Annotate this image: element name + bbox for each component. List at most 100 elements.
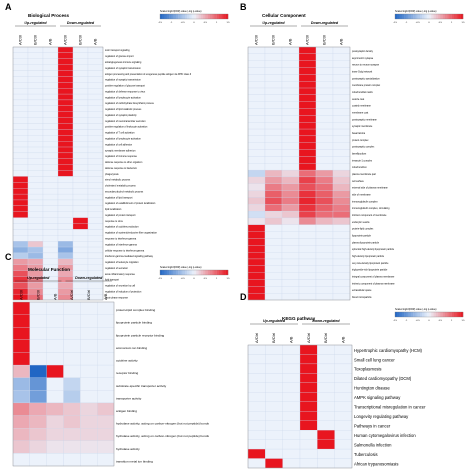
heatmap-cell	[299, 430, 318, 440]
heatmap-cell	[264, 115, 283, 123]
heatmap-cell	[72, 117, 89, 124]
row-label: antiangiogenesis immune signaling	[105, 61, 142, 64]
heatmap-cell	[281, 210, 300, 219]
column-label: A/Ctrl	[63, 35, 68, 45]
legend-swatch	[397, 14, 400, 19]
legend-swatch	[221, 14, 224, 19]
heatmap-cell	[315, 163, 334, 171]
heatmap-cell	[97, 301, 115, 315]
heatmap-cell	[298, 190, 317, 198]
heatmap-cell	[12, 229, 29, 236]
legend-swatch	[447, 14, 450, 19]
heatmap-cell	[27, 235, 44, 242]
heatmap-cell	[247, 46, 266, 54]
row-label: regulation of immune response	[105, 155, 138, 158]
heatmap-cell	[298, 101, 317, 109]
legend-swatch	[180, 270, 183, 275]
heatmap-cell	[27, 129, 44, 136]
heatmap-cell	[247, 149, 266, 157]
heatmap-cell	[42, 76, 59, 83]
heatmap-cell	[72, 158, 89, 165]
heatmap-cell	[298, 128, 317, 137]
heatmap-cell	[42, 182, 59, 189]
row-label: cellular response to interferon-gamma	[105, 249, 145, 252]
column-label: A/B	[289, 336, 294, 343]
row-label: Tuberculosis	[354, 452, 378, 457]
heatmap-cell	[80, 402, 98, 416]
row-label: intrinsic component of membrane	[352, 214, 387, 217]
row-label: lipid transport	[105, 279, 119, 282]
group-label: Up-regulated	[24, 21, 47, 25]
heatmap-cell	[332, 210, 351, 219]
legend-swatch	[194, 270, 197, 275]
heatmap-cell	[42, 282, 59, 289]
heatmap-cell	[298, 53, 317, 61]
heatmap-cell	[315, 81, 334, 89]
heatmap-cell	[87, 217, 104, 224]
heatmap-cell	[87, 152, 104, 159]
row-label: Dilated cardiomyopathy (DCM)	[354, 376, 412, 381]
heatmap-cell	[12, 117, 29, 124]
heatmap-cell	[80, 339, 98, 353]
row-label: Small cell lung cancer	[354, 357, 395, 362]
heatmap-cell	[12, 217, 29, 224]
heatmap-cell	[27, 258, 44, 265]
heatmap-cell	[12, 164, 29, 171]
row-label: intrinsic component of plasma membrane	[352, 282, 395, 285]
heatmap-cell	[87, 229, 104, 236]
legend-swatch	[198, 14, 201, 19]
heatmap-cell	[46, 440, 64, 454]
heatmap-cell	[265, 448, 283, 459]
heatmap-cell	[12, 282, 29, 289]
row-label: phagocytosis	[105, 173, 119, 176]
heatmap-cell	[298, 46, 317, 54]
heatmap-cell	[12, 453, 30, 467]
legend-tick: -1	[405, 22, 408, 24]
legend-swatch	[404, 312, 407, 317]
heatmap-cell	[298, 108, 317, 116]
heatmap-cell	[298, 252, 317, 260]
legend-swatch	[214, 14, 217, 19]
heatmap-cell	[63, 402, 81, 416]
heatmap-cell	[87, 117, 104, 124]
heatmap-cell	[63, 327, 81, 340]
row-label: immunoglobulin complex	[352, 201, 378, 203]
legend-swatch	[189, 14, 192, 19]
heatmap-cell	[29, 352, 47, 366]
heatmap-cell	[298, 183, 317, 191]
heatmap-cell	[281, 53, 300, 61]
legend-swatch	[424, 14, 427, 19]
heatmap-cell	[264, 163, 283, 171]
heatmap-cell	[298, 94, 317, 102]
heatmap-cell	[334, 392, 353, 402]
row-label: lipoprotein particle binding	[116, 321, 152, 325]
legend-swatch	[189, 270, 192, 275]
heatmap-cell	[46, 453, 64, 467]
heatmap-cell	[315, 74, 334, 82]
legend-swatch	[169, 270, 172, 275]
row-label: lipid localization	[105, 208, 122, 211]
heatmap-cell	[265, 401, 283, 412]
heatmap-cell	[12, 146, 29, 154]
heatmap-cell	[46, 314, 64, 328]
legend-swatch	[196, 270, 199, 275]
heatmap-cell	[27, 205, 44, 212]
heatmap-cell	[87, 199, 104, 206]
heatmap-cell	[57, 205, 74, 212]
legend-swatch	[200, 14, 204, 19]
heatmap-cell	[264, 183, 283, 191]
heatmap-cell	[72, 199, 89, 206]
heatmap-cell	[42, 152, 59, 159]
row-label: acute inflammatory response	[105, 273, 136, 276]
heatmap-cell	[299, 401, 318, 412]
heatmap-cell	[57, 88, 74, 95]
heatmap-cell	[247, 87, 266, 95]
heatmap-cell	[264, 149, 283, 157]
heatmap-cell	[299, 411, 318, 421]
heatmap-cell	[298, 74, 317, 82]
panel-c: C Molecular Function Up-regulated Down-regu…	[5, 252, 230, 467]
heatmap-cell	[12, 176, 29, 183]
heatmap-cell	[264, 128, 283, 137]
heatmap-cell	[42, 199, 59, 206]
heatmap-cell	[299, 458, 318, 469]
